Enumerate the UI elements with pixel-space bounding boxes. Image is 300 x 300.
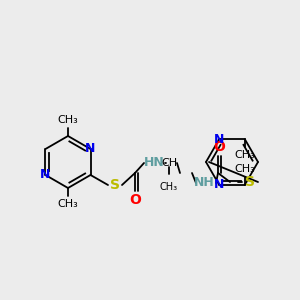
Text: O: O: [213, 140, 225, 154]
Text: N: N: [214, 133, 224, 146]
Text: CH₃: CH₃: [235, 151, 255, 160]
Text: NH: NH: [194, 176, 214, 190]
Text: CH₃: CH₃: [235, 164, 255, 173]
Text: N: N: [85, 142, 96, 155]
Text: CH₃: CH₃: [58, 199, 78, 209]
Text: CH₃: CH₃: [58, 115, 78, 125]
Text: CH₃: CH₃: [160, 182, 178, 192]
Text: O: O: [129, 193, 141, 207]
Text: N: N: [40, 169, 51, 182]
Text: S: S: [110, 178, 120, 192]
Text: HN: HN: [144, 157, 164, 169]
Text: CH: CH: [161, 158, 177, 168]
Text: N: N: [214, 178, 224, 191]
Text: S: S: [245, 175, 255, 189]
